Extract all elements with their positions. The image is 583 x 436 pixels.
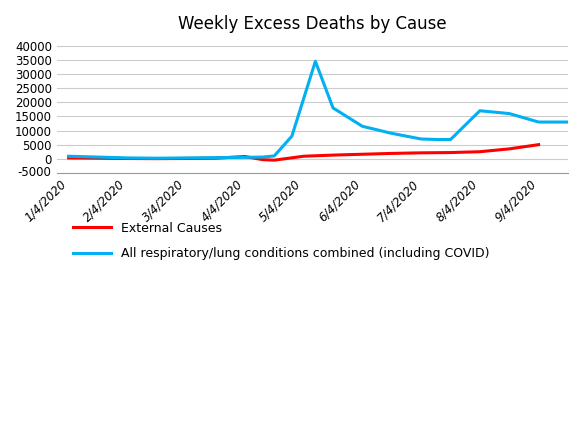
All respiratory/lung conditions combined (including COVID) xyxy=(94,154,101,160)
External Causes xyxy=(153,156,160,161)
External Causes xyxy=(212,156,219,161)
All respiratory/lung conditions combined (including COVID) xyxy=(564,119,571,125)
Title: Weekly Excess Deaths by Cause: Weekly Excess Deaths by Cause xyxy=(178,15,447,33)
All respiratory/lung conditions combined (including COVID) xyxy=(153,156,160,161)
All respiratory/lung conditions combined (including COVID) xyxy=(241,155,248,160)
All respiratory/lung conditions combined (including COVID) xyxy=(417,136,424,142)
External Causes xyxy=(124,156,131,161)
Text: -5000: -5000 xyxy=(18,167,52,179)
All respiratory/lung conditions combined (including COVID) xyxy=(388,131,395,136)
External Causes xyxy=(359,152,366,157)
External Causes xyxy=(505,146,512,151)
External Causes xyxy=(271,157,278,163)
All respiratory/lung conditions combined (including COVID) xyxy=(476,108,483,113)
External Causes xyxy=(329,153,336,158)
All respiratory/lung conditions combined (including COVID) xyxy=(359,124,366,129)
External Causes xyxy=(94,156,101,161)
All respiratory/lung conditions combined (including COVID) xyxy=(124,155,131,160)
All respiratory/lung conditions combined (including COVID) xyxy=(65,153,72,159)
External Causes xyxy=(417,150,424,156)
All respiratory/lung conditions combined (including COVID) xyxy=(505,111,512,116)
External Causes xyxy=(241,154,248,159)
All respiratory/lung conditions combined (including COVID) xyxy=(182,155,189,160)
All respiratory/lung conditions combined (including COVID) xyxy=(447,137,454,142)
External Causes xyxy=(447,150,454,155)
All respiratory/lung conditions combined (including COVID) xyxy=(271,153,278,159)
All respiratory/lung conditions combined (including COVID) xyxy=(312,59,319,64)
All respiratory/lung conditions combined (including COVID) xyxy=(289,133,296,139)
External Causes xyxy=(300,153,307,159)
External Causes xyxy=(535,142,542,147)
All respiratory/lung conditions combined (including COVID) xyxy=(259,154,266,160)
External Causes xyxy=(65,155,72,160)
Legend: External Causes, All respiratory/lung conditions combined (including COVID): External Causes, All respiratory/lung co… xyxy=(73,221,489,260)
Line: External Causes: External Causes xyxy=(69,145,539,160)
All respiratory/lung conditions combined (including COVID) xyxy=(212,155,219,160)
Line: All respiratory/lung conditions combined (including COVID): All respiratory/lung conditions combined… xyxy=(69,61,568,158)
External Causes xyxy=(388,151,395,156)
All respiratory/lung conditions combined (including COVID) xyxy=(535,119,542,125)
All respiratory/lung conditions combined (including COVID) xyxy=(436,137,442,142)
External Causes xyxy=(182,156,189,161)
External Causes xyxy=(476,149,483,154)
All respiratory/lung conditions combined (including COVID) xyxy=(329,106,336,111)
External Causes xyxy=(259,157,266,162)
